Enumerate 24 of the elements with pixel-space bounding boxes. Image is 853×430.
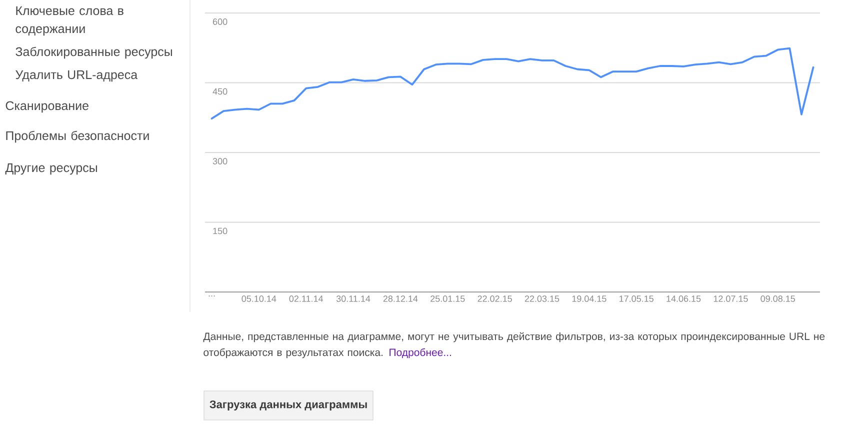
x-tick-label: 17.05.15: [620, 296, 654, 302]
text: Подробнее...: [390, 348, 451, 358]
text: Удалить URL-адреса: [16, 70, 138, 82]
text: Ключевые слова в содержании: [16, 6, 124, 36]
y-tick-label: 150: [213, 228, 228, 234]
x-tick-label: 30.11.14: [336, 296, 370, 302]
x-tick-label: 14.06.15: [666, 296, 701, 302]
x-tick-label: 12.07.15: [714, 296, 748, 302]
y-tick-label: 300: [212, 158, 228, 164]
x-tick-label: 19.04.15: [572, 296, 606, 302]
text: Другие ресурсы: [5, 163, 97, 175]
x-tick-label: 05.10.14: [242, 296, 276, 302]
text: Загрузка данных диаграммы: [210, 400, 367, 410]
x-tick-label: 22.03.15: [524, 296, 560, 302]
x-tick-label: 02.11.14: [289, 296, 324, 302]
text: Сканирование: [6, 101, 88, 113]
text: Заблокированные ресурсы: [16, 46, 172, 59]
x-tick-label: 28.12.14: [383, 296, 418, 302]
x-tick-label: 09.08.15: [760, 296, 796, 302]
x-tick-label: 25.01.15: [430, 296, 465, 302]
y-tick-label: 600: [213, 18, 228, 25]
x-tick-label: 22.02.15: [478, 296, 512, 302]
y-tick-label: 450: [212, 88, 228, 95]
text: Проблемы безопасности: [6, 130, 149, 143]
